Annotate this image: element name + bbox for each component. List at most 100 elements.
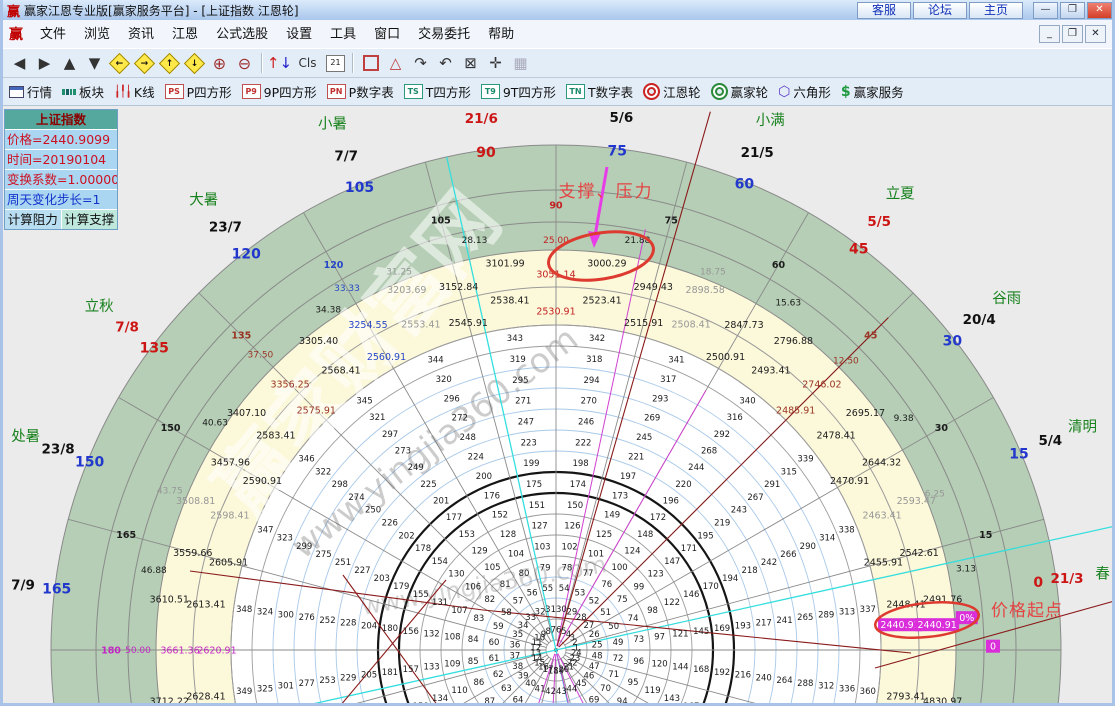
toolbar-gann-wheel[interactable]: 江恩轮 [643,82,701,101]
svg-text:5/4: 5/4 [1038,433,1062,449]
gann-wheel-chart[interactable]: 赢家财富网www.yingjia360.comwww.yingjia360.co… [3,106,1115,706]
menu-browse[interactable]: 浏览 [84,26,111,42]
svg-text:2620.91: 2620.91 [197,645,236,656]
close-button[interactable]: ✕ [1087,1,1112,19]
minimize-button[interactable]: — [1033,1,1058,19]
forum-button[interactable]: 论坛 [913,1,967,19]
toolbar-p-table[interactable]: PN P数字表 [326,82,394,101]
svg-text:2898.58: 2898.58 [686,285,725,296]
toolbar-winner-wheel[interactable]: 赢家轮 [710,82,768,101]
svg-text:2560.91: 2560.91 [367,352,406,363]
svg-text:2500.91: 2500.91 [706,352,745,363]
svg-text:45: 45 [849,241,868,257]
down-triangle-button[interactable]: ▼ [88,54,101,72]
calc-support-button[interactable]: 计算支撑 [61,210,117,229]
diamond-right-button[interactable]: → [132,51,157,75]
highlight-box [985,639,1000,653]
forward-arrow-button[interactable]: ▶ [38,54,51,72]
svg-text:346: 346 [298,455,314,465]
toolbar-hexagon[interactable]: ⬡ 六角形 [778,83,831,101]
up-triangle-button[interactable]: ▲ [63,54,76,72]
ps-icon: PS [164,84,184,99]
svg-text:149: 149 [604,511,620,521]
svg-text:13: 13 [530,649,541,659]
child-close-button[interactable]: ✕ [1085,25,1106,43]
child-minimize-button[interactable]: _ [1039,25,1060,43]
customer-service-button[interactable]: 客服 [857,1,911,19]
svg-text:349: 349 [236,687,252,697]
svg-text:0: 0 [1033,575,1043,591]
cube-button[interactable]: ▦ [513,54,528,72]
svg-text:3254.55: 3254.55 [348,320,387,331]
menu-window[interactable]: 窗口 [374,26,401,42]
toolbar-sectors[interactable]: 板块 [62,82,104,101]
menu-tools[interactable]: 工具 [330,26,357,42]
svg-text:2542.61: 2542.61 [900,548,939,559]
toolbar-quotes[interactable]: 行情 [9,82,52,101]
diamond-left-button[interactable]: ← [107,51,132,75]
svg-text:54: 54 [559,584,570,594]
rotate-cw-button[interactable]: ↷ [414,54,427,72]
svg-text:337: 337 [860,605,876,615]
calendar-labels: 0 15 30 45 60 75 90 105 120 135 150 165 21/3 5/4 20/4 5… [11,110,1110,598]
svg-text:3152.84: 3152.84 [439,282,478,293]
svg-text:2796.88: 2796.88 [774,336,813,347]
diamond-down-button[interactable]: ↓ [182,51,207,75]
toolbar-kline[interactable]: ╽╿╽ K线 [114,85,155,100]
menu-gann[interactable]: 江恩 [172,26,199,42]
menu-formula-stockpick[interactable]: 公式选股 [216,26,269,42]
svg-text:297: 297 [382,430,398,440]
toolbar-9t-square[interactable]: T9 9T四方形 [480,82,556,101]
toolbar-t-square[interactable]: TS T四方形 [403,82,471,101]
price-axis-button[interactable]: ↑ ↓ [266,54,293,72]
menu-news[interactable]: 资讯 [128,26,155,42]
svg-text:124: 124 [624,547,640,557]
triangle-tool-button[interactable]: △ [389,54,402,72]
toolbar-t-table[interactable]: TN T数字表 [565,82,633,101]
zoom-in-button[interactable]: ⊕ [212,53,227,73]
degree-ring: 1530456075901051201351501651801952102252… [101,200,992,656]
svg-text:320: 320 [436,375,452,385]
calendar-button[interactable]: 21 [323,51,348,75]
menu-file[interactable]: 文件 [40,26,67,42]
svg-text:179: 179 [393,582,409,592]
toolbar-service[interactable]: $ 赢家服务 [840,83,904,101]
highlight-box [915,618,960,632]
toolbar-p-square[interactable]: PS P四方形 [164,82,232,101]
svg-text:40: 40 [525,679,536,689]
restore-button[interactable]: ❐ [1060,1,1085,19]
svg-text:32: 32 [535,608,546,618]
homepage-button[interactable]: 主页 [969,1,1023,19]
svg-text:291: 291 [764,480,780,490]
svg-text:264: 264 [776,676,792,686]
svg-text:156: 156 [403,627,419,637]
svg-text:5/6: 5/6 [610,110,634,126]
svg-text:2590.91: 2590.91 [243,476,282,487]
svg-text:56: 56 [527,588,538,598]
calc-resistance-button[interactable]: 计算阻力 [5,210,62,229]
svg-text:170: 170 [703,582,719,592]
diamond-up-button[interactable]: ↑ [157,51,182,75]
pn-icon: PN [326,84,346,99]
shrink-button[interactable]: ✛ [489,54,502,72]
back-arrow-button[interactable]: ◀ [13,54,26,72]
child-restore-button[interactable]: ❐ [1062,25,1083,43]
svg-text:58: 58 [501,608,512,618]
toolbar-9p-square[interactable]: P9 9P四方形 [241,82,317,101]
svg-text:251: 251 [335,558,351,568]
svg-text:194: 194 [722,574,738,584]
menu-trade[interactable]: 交易委托 [418,26,471,42]
boxed-x-button[interactable]: ⊠ [464,54,477,72]
svg-text:312: 312 [818,682,834,692]
svg-text:2: 2 [572,638,577,648]
svg-text:74: 74 [628,614,639,624]
zoom-out-button[interactable]: ⊖ [237,53,252,73]
square-tool-button[interactable] [358,51,383,75]
menu-help[interactable]: 帮助 [488,26,515,42]
app-logo-icon: 赢 [7,4,21,20]
svg-text:3203.69: 3203.69 [387,285,426,296]
cls-button[interactable]: Cls [298,56,317,70]
title-bar[interactable]: 赢 赢家江恩专业版[赢家服务平台] - [上证指数 江恩轮] 客服 论坛 主页 … [3,0,1112,21]
menu-settings[interactable]: 设置 [286,26,313,42]
rotate-ccw-button[interactable]: ↶ [439,54,452,72]
